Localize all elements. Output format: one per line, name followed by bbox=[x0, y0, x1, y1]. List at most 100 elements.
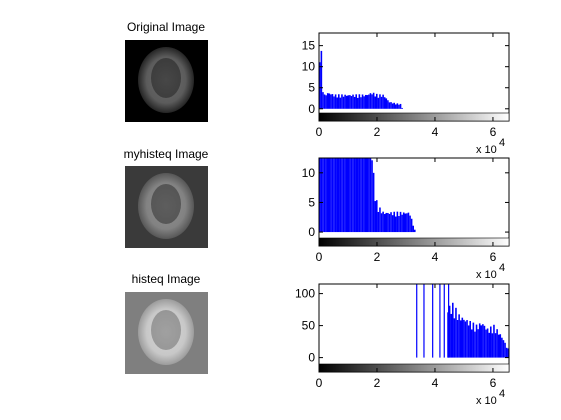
histogram-bar bbox=[323, 158, 326, 233]
histogram-spike bbox=[432, 284, 434, 358]
histogram-bar bbox=[369, 93, 372, 109]
histogram-bar bbox=[363, 96, 365, 109]
brain-ventricle-region bbox=[151, 310, 181, 350]
histogram-bar bbox=[342, 158, 345, 233]
histogram-bar bbox=[349, 158, 351, 233]
histogram-bar bbox=[334, 158, 337, 233]
histogram-bar bbox=[401, 214, 403, 233]
histogram-bar bbox=[334, 94, 337, 109]
histogram-bar bbox=[322, 92, 324, 109]
histogram-bar bbox=[398, 216, 400, 233]
histogram-bar bbox=[382, 94, 384, 109]
histogram-bar bbox=[458, 314, 460, 358]
histogram-bar bbox=[486, 328, 489, 358]
histogram-bar bbox=[396, 211, 399, 233]
histogram-bar bbox=[358, 158, 361, 233]
histogram-bar bbox=[322, 158, 324, 233]
histogram-bar bbox=[358, 94, 361, 109]
histeq-image-title: histeq Image bbox=[131, 272, 201, 286]
histogram-bar bbox=[453, 318, 456, 358]
histogram-bar bbox=[323, 94, 326, 109]
histogram-bar bbox=[399, 103, 402, 109]
histogram-bar bbox=[504, 342, 506, 358]
brain-scan-graphic bbox=[138, 299, 194, 365]
histogram-bar bbox=[383, 214, 386, 233]
histogram-bar bbox=[360, 158, 362, 233]
histogram-bar bbox=[353, 96, 356, 109]
histogram-spike bbox=[416, 284, 418, 358]
original-image-title: Original Image bbox=[126, 20, 206, 34]
histogram-bar bbox=[501, 337, 503, 358]
histogram-bar bbox=[339, 97, 342, 109]
histogram-bar bbox=[355, 158, 357, 233]
histogram-bar bbox=[388, 102, 391, 109]
y-tick-label: 0 bbox=[308, 102, 315, 116]
x-tick-label: 6 bbox=[490, 125, 497, 139]
y-tick-label: 50 bbox=[302, 319, 316, 333]
histogram-bar bbox=[499, 334, 502, 358]
histogram-bar bbox=[385, 212, 388, 233]
histogram-bar bbox=[319, 158, 321, 233]
histogram-bar bbox=[478, 323, 481, 358]
histogram-bar bbox=[350, 158, 353, 233]
histogram-bar bbox=[333, 158, 335, 233]
y-tick-label: 10 bbox=[302, 166, 316, 180]
histogram-bar bbox=[409, 215, 411, 233]
histogram-bar bbox=[469, 320, 471, 358]
gray-colorbar bbox=[318, 363, 510, 373]
histogram-bar bbox=[471, 329, 473, 358]
histogram-bar bbox=[364, 94, 367, 109]
histogram-bar bbox=[390, 212, 392, 233]
histogram-bar bbox=[401, 107, 403, 109]
histogram-bar bbox=[357, 158, 359, 233]
histogram-spike bbox=[443, 284, 445, 358]
histogram-bar bbox=[372, 92, 375, 109]
histogram-bar bbox=[330, 158, 332, 233]
histogram-bar bbox=[455, 307, 457, 358]
x-axis-multiplier-exponent: 4 bbox=[499, 262, 505, 274]
histogram-bar bbox=[466, 320, 468, 358]
histogram-bar bbox=[376, 200, 378, 233]
histogram-bar bbox=[395, 104, 397, 109]
histogram-bar bbox=[412, 225, 414, 233]
histogram-bar bbox=[491, 333, 494, 358]
histogram-bar bbox=[352, 158, 354, 233]
x-tick-label: 4 bbox=[432, 250, 439, 264]
histogram-bar bbox=[483, 325, 486, 358]
histogram-bar bbox=[326, 158, 329, 233]
histogram-bar bbox=[376, 93, 378, 109]
histogram-bar bbox=[480, 325, 483, 358]
histogram-bar bbox=[361, 94, 364, 109]
histogram-bar bbox=[385, 98, 388, 109]
y-tick-label: 0 bbox=[308, 225, 315, 239]
histogram-bar bbox=[325, 158, 327, 233]
x-axis-multiplier: x 10 bbox=[476, 144, 497, 156]
histogram-bar bbox=[477, 329, 479, 358]
histogram-bar bbox=[388, 213, 391, 233]
brain-scan-graphic bbox=[138, 47, 194, 113]
histogram-bar bbox=[448, 305, 451, 358]
histogram-bar bbox=[333, 96, 335, 109]
histogram-bar bbox=[404, 213, 407, 233]
histogram-bar bbox=[347, 158, 350, 233]
histogram-bar bbox=[450, 313, 452, 358]
histogram-bar bbox=[377, 97, 380, 109]
brain-region bbox=[138, 47, 194, 113]
histogram-bar bbox=[341, 94, 343, 109]
histogram-bar bbox=[320, 158, 323, 233]
x-axis-multiplier: x 10 bbox=[476, 395, 497, 407]
histogram-bar bbox=[344, 94, 346, 109]
histogram-bar bbox=[393, 102, 395, 109]
histogram-bar bbox=[488, 332, 490, 358]
histogram-bar bbox=[391, 215, 394, 233]
histogram-bar bbox=[369, 158, 372, 233]
histogram-bar bbox=[456, 320, 459, 358]
histogram-bar bbox=[396, 103, 399, 109]
histogram-bar bbox=[379, 94, 381, 109]
histogram-bar bbox=[360, 97, 362, 109]
histogram-bar bbox=[345, 158, 348, 233]
x-axis-multiplier: x 10 bbox=[476, 269, 497, 281]
histogram-bar bbox=[341, 158, 343, 233]
histogram-bar bbox=[379, 207, 381, 233]
